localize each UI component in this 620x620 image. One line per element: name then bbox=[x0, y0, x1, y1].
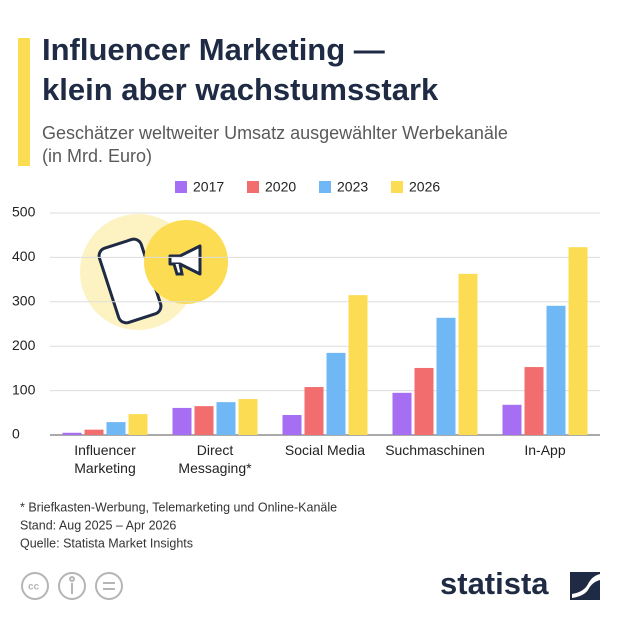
bar bbox=[414, 367, 434, 435]
bar bbox=[62, 432, 82, 435]
bar bbox=[568, 247, 588, 435]
bar bbox=[458, 273, 478, 435]
legend-label: 2023 bbox=[337, 179, 368, 195]
note: Quelle: Statista Market Insights bbox=[20, 536, 193, 550]
y-tick-label: 300 bbox=[12, 293, 36, 309]
legend-label: 2026 bbox=[409, 179, 440, 195]
note: Stand: Aug 2025 – Apr 2026 bbox=[20, 518, 176, 532]
accent-bar bbox=[18, 38, 30, 166]
y-tick-label: 200 bbox=[12, 337, 36, 353]
x-tick-label: Influencer Marketing bbox=[74, 442, 136, 476]
bar bbox=[84, 429, 104, 435]
bar bbox=[238, 399, 258, 435]
illustration bbox=[80, 214, 228, 330]
bar bbox=[128, 414, 148, 435]
legend-swatch bbox=[175, 181, 187, 193]
y-tick-label: 100 bbox=[12, 381, 36, 397]
y-tick-label: 500 bbox=[12, 204, 36, 220]
note: * Briefkasten-Werbung, Telemarketing und… bbox=[20, 500, 337, 514]
subtitle: Geschätzer weltweiter Umsatz ausgewählte… bbox=[42, 123, 508, 143]
bar bbox=[194, 406, 214, 435]
bar bbox=[348, 295, 368, 435]
bar bbox=[502, 404, 522, 435]
bar bbox=[392, 392, 412, 435]
x-tick-label: Direct Messaging* bbox=[178, 442, 252, 476]
legend-swatch bbox=[247, 181, 259, 193]
subtitle: (in Mrd. Euro) bbox=[42, 146, 152, 166]
bar bbox=[172, 407, 192, 435]
title: klein aber wachstumsstark bbox=[42, 72, 439, 107]
legend-label: 2020 bbox=[265, 179, 296, 195]
legend-label: 2017 bbox=[193, 179, 224, 195]
bar bbox=[304, 387, 324, 435]
x-tick-label: In-App bbox=[524, 442, 566, 458]
legend-swatch bbox=[391, 181, 403, 193]
y-tick-label: 0 bbox=[12, 426, 20, 442]
bar bbox=[326, 352, 346, 435]
x-tick-label: Social Media bbox=[284, 442, 366, 458]
legend-swatch bbox=[319, 181, 331, 193]
bar bbox=[282, 415, 302, 435]
bar bbox=[216, 402, 236, 435]
bar bbox=[524, 367, 544, 435]
cc-icon: cc bbox=[28, 582, 40, 593]
title: Influencer Marketing — bbox=[42, 32, 385, 67]
license-icons bbox=[21, 572, 123, 600]
bar bbox=[436, 317, 456, 435]
brand: statista bbox=[440, 566, 549, 601]
y-tick-label: 400 bbox=[12, 248, 36, 264]
bar bbox=[106, 422, 126, 435]
x-tick-label: Suchmaschinen bbox=[385, 442, 485, 458]
bar bbox=[546, 305, 566, 435]
brand-logo bbox=[572, 574, 600, 598]
